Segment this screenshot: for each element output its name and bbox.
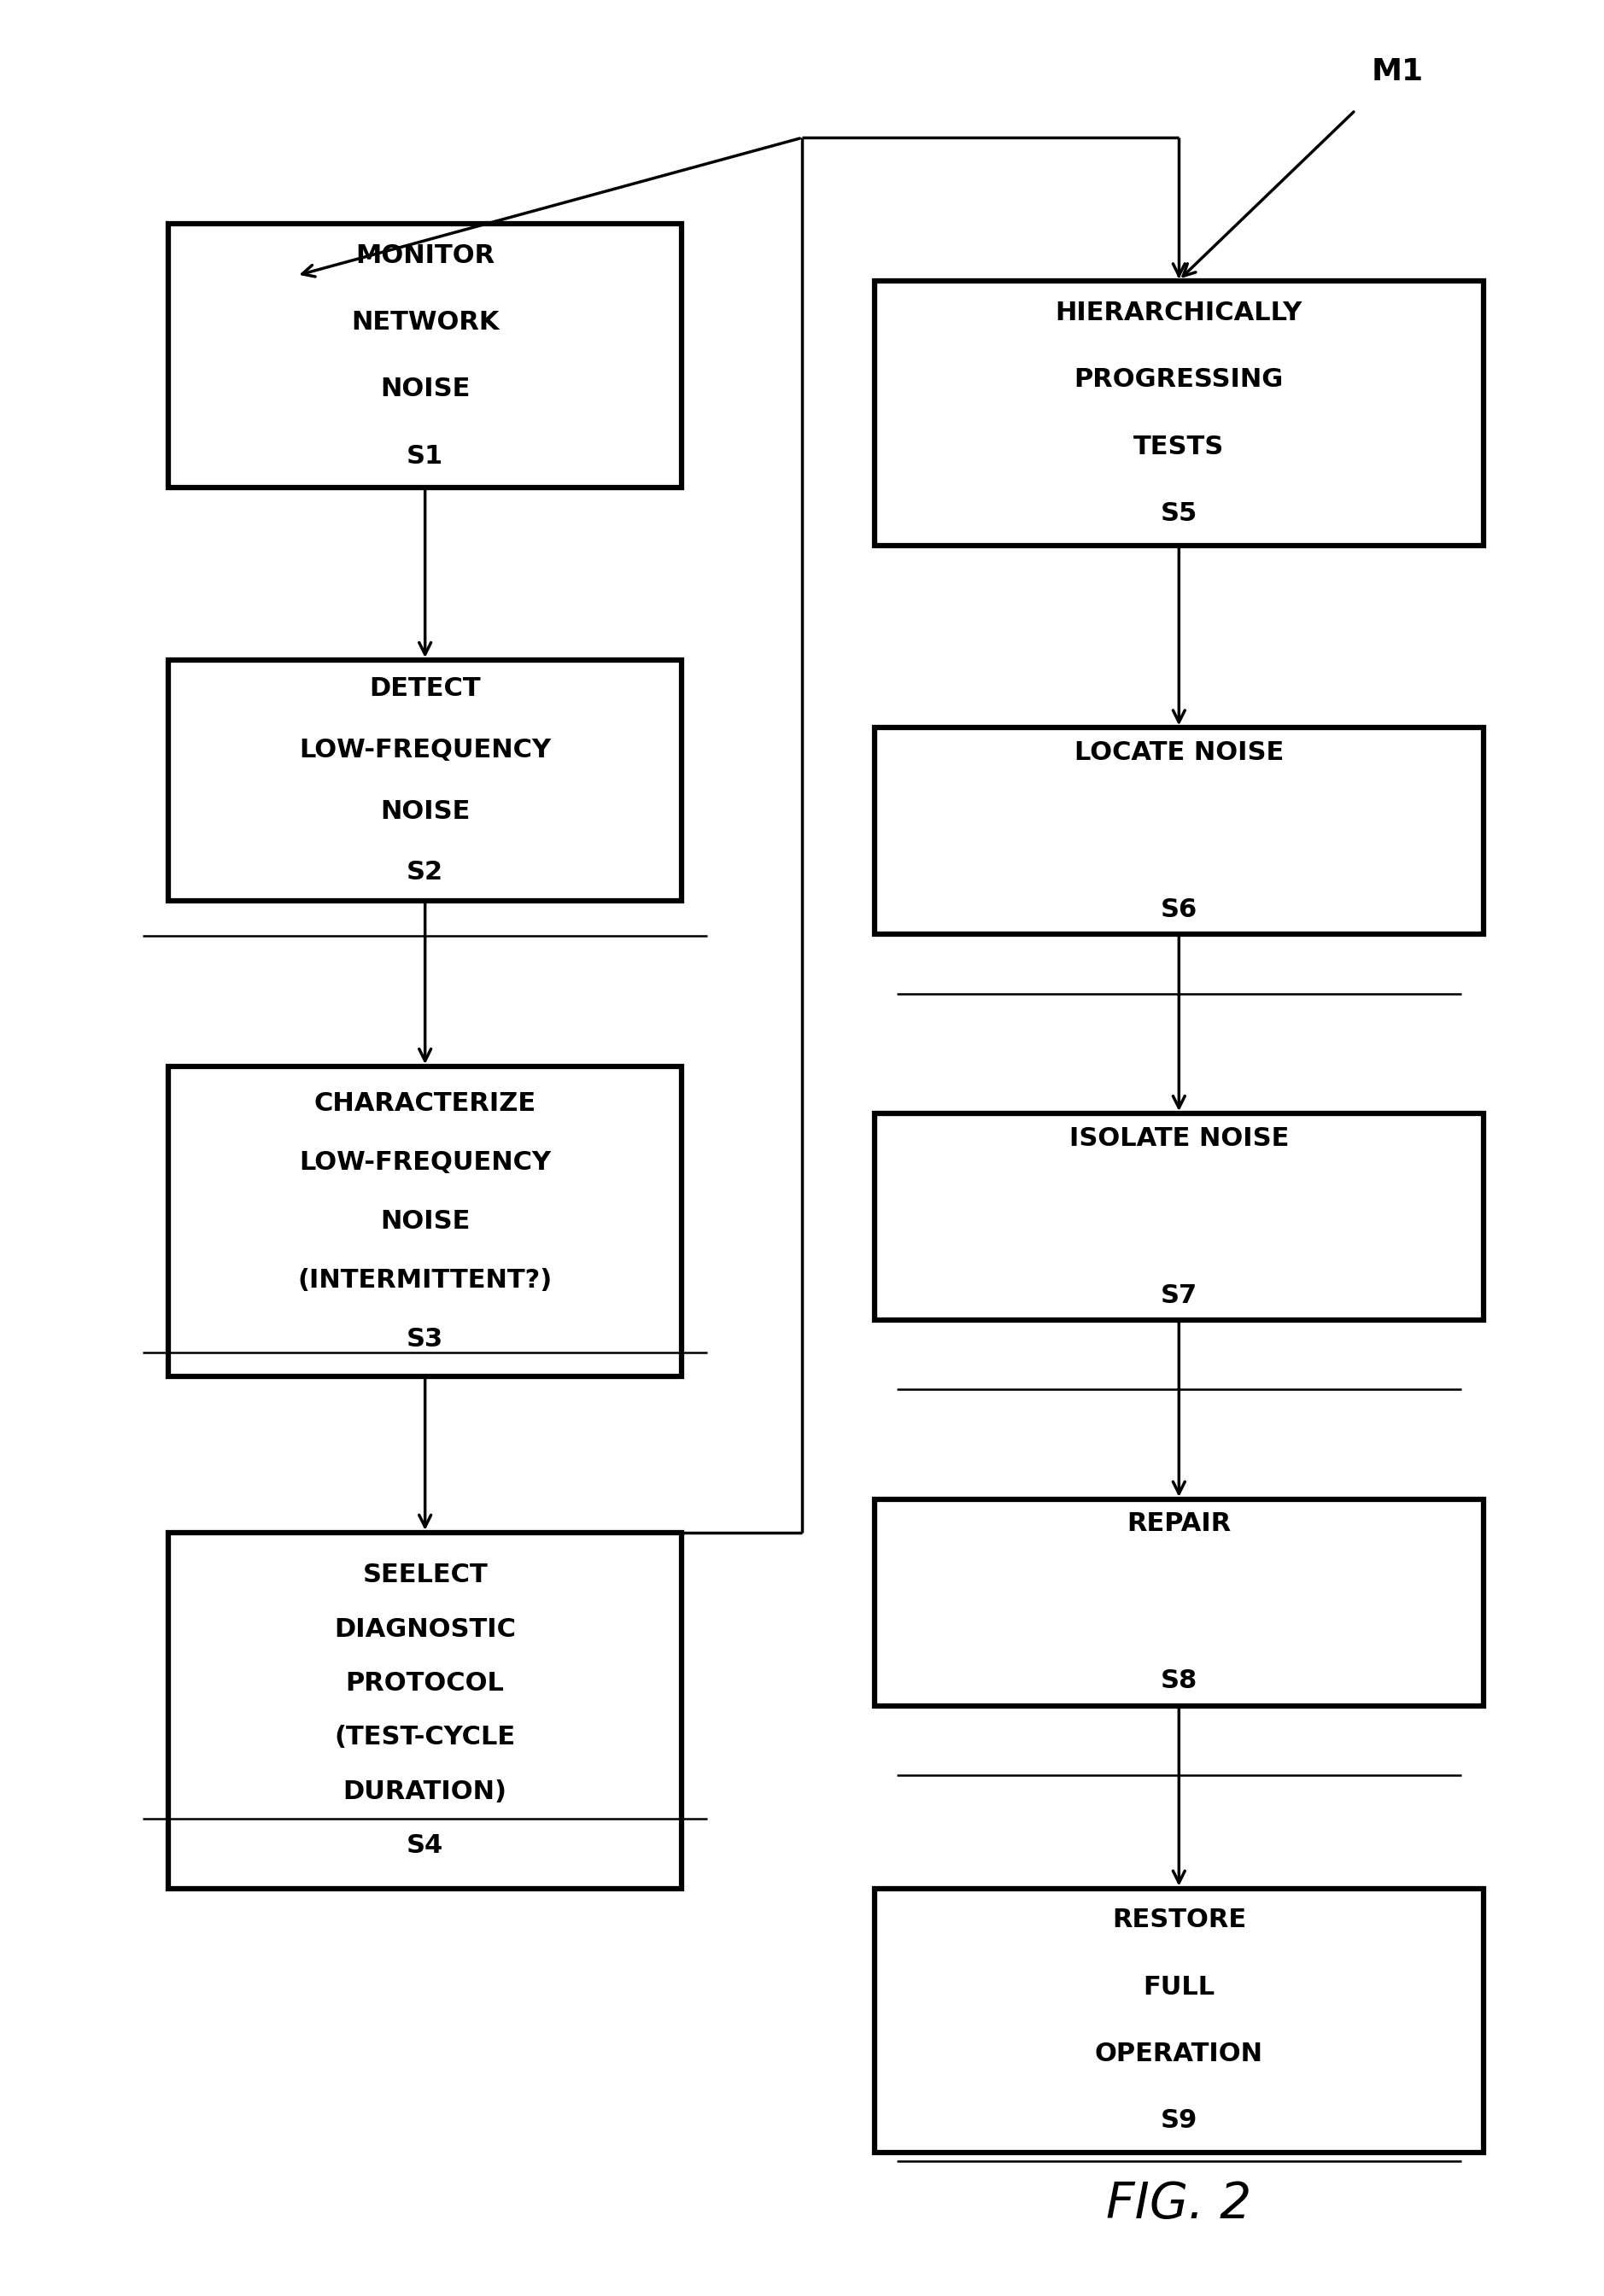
Text: HIERARCHICALLY: HIERARCHICALLY: [1055, 301, 1302, 326]
FancyBboxPatch shape: [874, 1114, 1484, 1320]
Text: NOISE: NOISE: [380, 799, 470, 824]
Text: FIG. 2: FIG. 2: [1107, 2179, 1251, 2229]
Text: CHARACTERIZE: CHARACTERIZE: [314, 1091, 536, 1116]
Text: PROTOCOL: PROTOCOL: [346, 1671, 504, 1697]
Text: NETWORK: NETWORK: [351, 310, 499, 335]
FancyBboxPatch shape: [168, 225, 682, 489]
Text: (TEST-CYCLE: (TEST-CYCLE: [335, 1724, 515, 1750]
FancyBboxPatch shape: [874, 728, 1484, 934]
Text: SEELECT: SEELECT: [363, 1564, 488, 1587]
Text: S3: S3: [407, 1327, 443, 1352]
FancyBboxPatch shape: [168, 1534, 682, 1887]
FancyBboxPatch shape: [874, 282, 1484, 546]
Text: OPERATION: OPERATION: [1096, 2041, 1262, 2066]
Text: LOW-FREQUENCY: LOW-FREQUENCY: [298, 737, 552, 762]
Text: S5: S5: [1160, 501, 1198, 526]
Text: LOCATE NOISE: LOCATE NOISE: [1075, 739, 1283, 765]
FancyBboxPatch shape: [874, 1887, 1484, 2154]
Text: NOISE: NOISE: [380, 1210, 470, 1233]
Text: DETECT: DETECT: [369, 677, 481, 700]
Text: DIAGNOSTIC: DIAGNOSTIC: [334, 1616, 516, 1642]
FancyBboxPatch shape: [168, 1065, 682, 1375]
Text: S9: S9: [1160, 2108, 1198, 2133]
Text: S2: S2: [407, 861, 443, 884]
Text: M1: M1: [1371, 57, 1424, 87]
FancyBboxPatch shape: [874, 1499, 1484, 1706]
Text: DURATION): DURATION): [343, 1779, 507, 1805]
Text: FULL: FULL: [1144, 1975, 1214, 2000]
Text: RESTORE: RESTORE: [1112, 1908, 1246, 1933]
Text: S8: S8: [1160, 1669, 1198, 1694]
Text: S6: S6: [1160, 898, 1198, 923]
Text: ISOLATE NOISE: ISOLATE NOISE: [1068, 1125, 1290, 1150]
Text: S4: S4: [406, 1835, 444, 1857]
Text: NOISE: NOISE: [380, 377, 470, 402]
Text: TESTS: TESTS: [1134, 434, 1224, 459]
Text: (INTERMITTENT?): (INTERMITTENT?): [298, 1267, 552, 1293]
Text: S7: S7: [1161, 1283, 1197, 1309]
Text: REPAIR: REPAIR: [1126, 1511, 1232, 1536]
Text: PROGRESSING: PROGRESSING: [1075, 367, 1283, 393]
Text: S1: S1: [406, 443, 444, 468]
FancyBboxPatch shape: [168, 661, 682, 900]
Text: LOW-FREQUENCY: LOW-FREQUENCY: [298, 1150, 552, 1176]
Text: MONITOR: MONITOR: [356, 243, 494, 269]
